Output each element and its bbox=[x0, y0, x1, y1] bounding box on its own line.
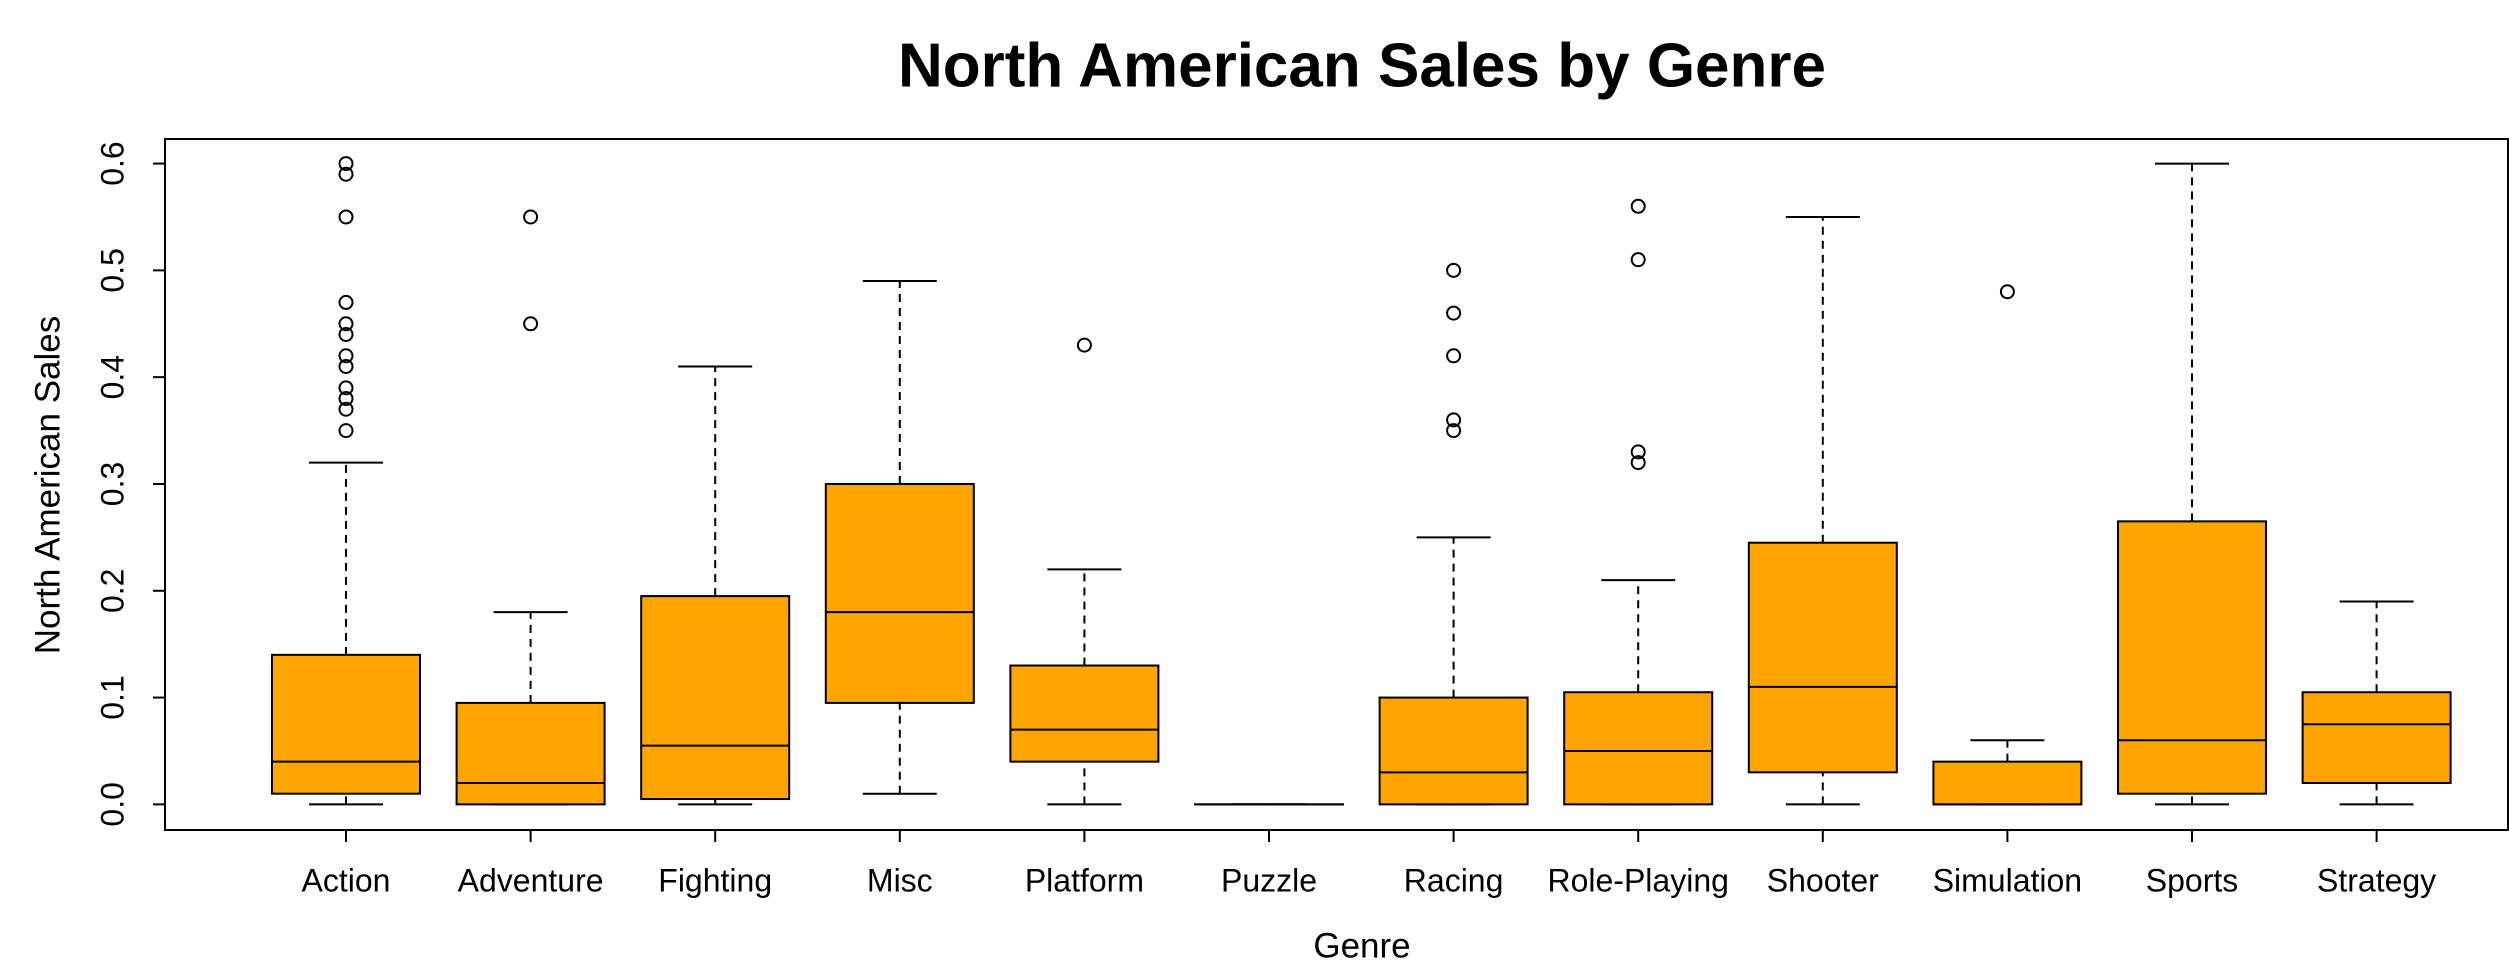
x-tick-label: Misc bbox=[867, 862, 933, 898]
outlier bbox=[338, 380, 354, 396]
x-tick-label: Action bbox=[302, 862, 391, 898]
box bbox=[2301, 691, 2452, 785]
chart-title: North American Sales by Genre bbox=[898, 31, 1826, 100]
y-tick-label: 0.1 bbox=[94, 675, 130, 719]
outlier bbox=[1076, 337, 1092, 353]
x-tick-label: Fighting bbox=[658, 862, 772, 898]
x-tick-label: Shooter bbox=[1767, 862, 1879, 898]
outlier bbox=[1446, 348, 1462, 364]
y-tick-label: 0.5 bbox=[94, 248, 130, 292]
x-tick-label: Puzzle bbox=[1221, 862, 1317, 898]
x-tick-label: Role-Playing bbox=[1547, 862, 1728, 898]
y-tick-label: 0.4 bbox=[94, 355, 130, 399]
y-tick-label: 0.3 bbox=[94, 462, 130, 506]
outlier bbox=[338, 326, 354, 342]
outlier bbox=[523, 316, 539, 332]
y-axis-label: North American Sales bbox=[28, 316, 67, 654]
outlier bbox=[338, 391, 354, 407]
outlier bbox=[1446, 423, 1462, 439]
outlier bbox=[338, 348, 354, 364]
outlier bbox=[1630, 252, 1646, 268]
x-axis-label: Genre bbox=[1313, 926, 1410, 963]
box bbox=[1009, 664, 1160, 763]
outlier bbox=[338, 316, 354, 332]
outlier bbox=[338, 294, 354, 310]
y-tick-label: 0.0 bbox=[94, 782, 130, 826]
y-tick-label: 0.2 bbox=[94, 569, 130, 613]
outlier bbox=[338, 423, 354, 439]
x-tick-label: Strategy bbox=[2317, 862, 2436, 898]
outlier bbox=[523, 209, 539, 225]
outlier bbox=[338, 209, 354, 225]
x-tick-label: Simulation bbox=[1933, 862, 2082, 898]
outlier bbox=[338, 401, 354, 417]
box bbox=[1747, 541, 1898, 774]
outlier bbox=[1630, 444, 1646, 460]
box bbox=[2117, 520, 2267, 795]
x-tick-label: Platform bbox=[1025, 862, 1144, 898]
outlier bbox=[1630, 198, 1646, 214]
x-tick-label: Adventure bbox=[458, 862, 604, 898]
box bbox=[1932, 760, 2083, 806]
outlier bbox=[1446, 305, 1462, 321]
outlier bbox=[1446, 412, 1462, 428]
outlier bbox=[1446, 262, 1462, 278]
outlier bbox=[338, 166, 354, 182]
box bbox=[640, 595, 791, 801]
box bbox=[1563, 691, 1714, 806]
x-tick-label: Sports bbox=[2146, 862, 2238, 898]
box bbox=[455, 701, 606, 806]
box bbox=[271, 653, 421, 795]
outlier bbox=[1999, 284, 2015, 300]
x-tick-label: Racing bbox=[1404, 862, 1504, 898]
outlier bbox=[1630, 455, 1646, 471]
box bbox=[824, 482, 975, 704]
y-tick-label: 0.6 bbox=[94, 141, 130, 185]
outlier bbox=[338, 358, 354, 374]
outlier bbox=[338, 156, 354, 172]
box bbox=[1378, 696, 1529, 806]
